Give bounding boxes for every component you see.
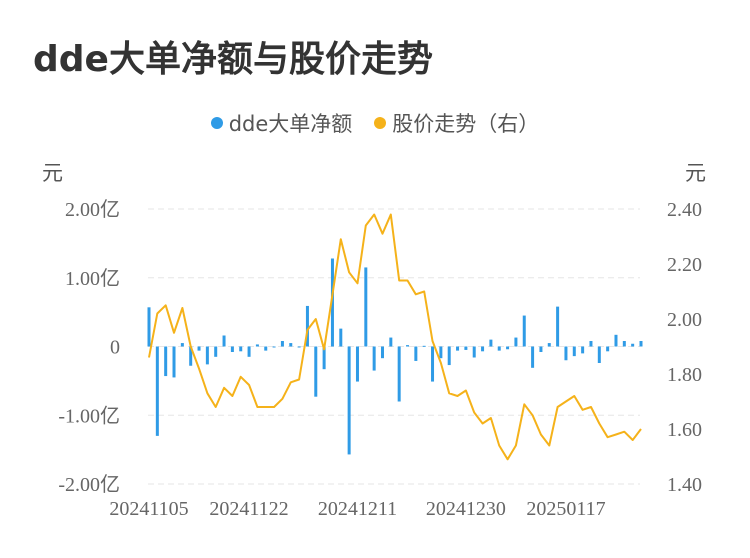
dde-bar xyxy=(547,343,551,347)
dde-bar xyxy=(631,343,635,347)
left-tick-label: 1.00亿 xyxy=(65,267,120,290)
left-axis-unit: 元 xyxy=(42,161,63,185)
legend-item-dde[interactable]: dde大单净额 xyxy=(210,108,353,138)
dde-bar xyxy=(497,346,501,351)
dde-bar xyxy=(164,346,168,377)
dde-bar xyxy=(214,346,218,357)
x-tick-label: 20241122 xyxy=(209,498,288,520)
dde-bar xyxy=(289,343,293,347)
dde-bar xyxy=(172,346,176,378)
dde-bar xyxy=(347,346,351,455)
right-tick-label: 1.80 xyxy=(667,364,702,386)
left-tick-label: -2.00亿 xyxy=(58,473,120,496)
dde-bar xyxy=(380,346,384,359)
dde-bar xyxy=(222,335,226,347)
dde-bar xyxy=(439,346,443,359)
right-tick-label: 1.40 xyxy=(667,474,702,496)
dde-bar xyxy=(247,346,251,357)
dde-bar xyxy=(606,346,610,352)
dde-bar xyxy=(481,346,485,352)
x-tick-label: 20241211 xyxy=(318,498,397,520)
dde-bar xyxy=(639,341,643,347)
legend-marker-dde xyxy=(210,117,223,129)
left-tick-label: -1.00亿 xyxy=(58,404,120,427)
dde-bar xyxy=(589,341,593,347)
dde-bar xyxy=(556,306,560,347)
dde-bar xyxy=(581,346,585,354)
x-tick-label: 20241230 xyxy=(426,498,506,520)
dde-bar xyxy=(489,339,493,347)
dde-bar xyxy=(364,267,368,347)
dde-bar xyxy=(147,307,151,347)
dde-bar xyxy=(397,346,401,402)
dde-bar xyxy=(414,346,418,361)
dde-bar xyxy=(205,346,209,365)
dde-bar xyxy=(355,346,359,382)
dde-bar xyxy=(189,346,193,366)
dde-bar xyxy=(531,346,535,368)
dde-bar xyxy=(447,346,451,366)
legend-label-price: 股价走势（右） xyxy=(392,112,540,136)
legend-item-price[interactable]: 股价走势（右） xyxy=(374,108,539,138)
dde-bar xyxy=(614,334,618,347)
right-tick-label: 2.20 xyxy=(667,254,702,276)
right-axis-unit: 元 xyxy=(685,161,706,185)
dde-bar xyxy=(372,346,376,371)
dde-bar xyxy=(280,341,284,347)
dde-bar xyxy=(506,346,510,350)
chart-title: dde大单净额与股价走势 xyxy=(33,39,433,80)
dde-bar xyxy=(339,328,343,347)
left-tick-label: 2.00亿 xyxy=(65,198,120,221)
dde-bar xyxy=(180,343,184,347)
dde-bar xyxy=(539,346,543,352)
chart-legend: dde大单净额 股价走势（右） xyxy=(0,108,750,138)
legend-label-dde: dde大单净额 xyxy=(228,112,353,136)
dde-bar xyxy=(155,346,159,436)
dde-bar xyxy=(322,346,326,370)
dde-bar xyxy=(464,346,468,350)
dde-bar xyxy=(456,346,460,351)
dde-bar xyxy=(572,346,576,357)
dde-bar xyxy=(255,344,259,347)
dde-bar xyxy=(597,346,601,363)
dde-bar xyxy=(264,346,268,351)
dde-bar xyxy=(622,341,626,347)
dde-bar xyxy=(564,346,568,361)
x-tick-label: 20241105 xyxy=(109,498,188,520)
dde-bar xyxy=(330,258,334,347)
dde-bar xyxy=(239,346,243,352)
dde-bar xyxy=(431,346,435,382)
x-tick-label: 20250117 xyxy=(526,498,605,520)
left-tick-label: 0 xyxy=(110,337,120,359)
dde-bar xyxy=(197,346,201,351)
dde-bar xyxy=(272,346,276,348)
right-tick-label: 2.00 xyxy=(667,309,702,331)
right-tick-label: 2.40 xyxy=(667,199,702,221)
price-line xyxy=(148,213,642,461)
dde-bar xyxy=(522,315,526,347)
dde-bar xyxy=(406,345,410,347)
dde-bar xyxy=(305,305,309,347)
dde-bar xyxy=(314,346,318,397)
dde-bar xyxy=(472,346,476,358)
dde-bar xyxy=(297,346,301,348)
right-tick-label: 1.60 xyxy=(667,419,702,441)
dde-bar xyxy=(422,345,426,347)
dde-bar xyxy=(514,337,518,347)
dde-bar xyxy=(389,337,393,347)
dde-bar xyxy=(230,346,234,352)
legend-marker-price xyxy=(374,117,387,129)
